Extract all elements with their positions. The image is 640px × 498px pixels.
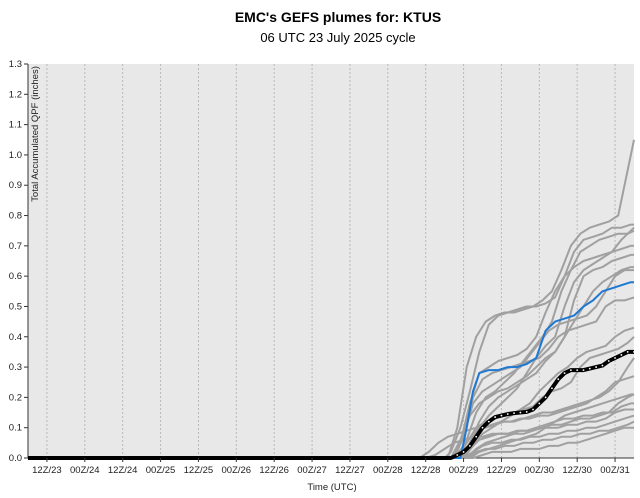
mean-point — [569, 369, 572, 372]
mean-point — [538, 402, 541, 405]
x-tick-label: 00Z/27 — [297, 465, 327, 476]
mean-point — [626, 351, 629, 353]
member-line-3 — [28, 223, 634, 459]
mean-point — [468, 444, 471, 447]
mean-point — [557, 378, 560, 381]
mean-point — [500, 414, 503, 417]
mean-point — [544, 396, 547, 399]
member-line-19 — [28, 426, 634, 459]
mean-point — [532, 408, 534, 411]
x-tick-label: 12Z/27 — [335, 465, 365, 476]
mean-point — [588, 367, 591, 370]
x-tick-label: 12Z/28 — [411, 465, 441, 476]
y-tick-label: 0.3 — [9, 362, 22, 373]
y-tick-label: 1.0 — [9, 150, 22, 161]
x-tick-label: 12Z/25 — [184, 465, 214, 476]
mean-point — [576, 369, 579, 372]
member-line-4 — [28, 139, 635, 459]
y-tick-label: 0.4 — [9, 332, 22, 343]
x-tick-label: 12Z/29 — [487, 465, 517, 476]
mean-point — [582, 369, 585, 372]
y-tick-label: 0.5 — [9, 301, 22, 312]
member-line-8 — [28, 336, 635, 459]
y-tick-label: 0.1 — [9, 423, 22, 434]
mean-point — [513, 412, 515, 415]
member-line-17 — [28, 269, 634, 459]
x-tick-label: 00Z/24 — [70, 465, 100, 476]
chart-subtitle: 06 UTC 23 July 2025 cycle — [260, 30, 415, 45]
y-tick-label: 0.6 — [9, 271, 22, 282]
mean-point — [525, 411, 528, 413]
mean-point — [487, 420, 490, 423]
mean-point — [633, 351, 635, 353]
y-tick-label: 0.2 — [9, 392, 22, 403]
y-tick-label: 1.3 — [9, 59, 22, 70]
member-line-13 — [28, 266, 634, 459]
mean-point — [563, 372, 566, 375]
y-tick-label: 1.1 — [9, 120, 22, 131]
control-line — [28, 281, 634, 459]
member-line-6 — [28, 296, 635, 459]
member-line-11 — [28, 414, 635, 459]
mean-point — [551, 387, 553, 390]
x-tick-label: 12Z/26 — [259, 465, 289, 476]
mean-point — [601, 364, 604, 367]
mean-point — [456, 454, 459, 456]
mean-point — [595, 366, 598, 368]
x-tick-label: 12Z/24 — [108, 465, 138, 476]
plot-background — [28, 64, 634, 458]
x-tick-label: 00Z/30 — [525, 465, 555, 476]
x-tick-label: 12Z/23 — [32, 465, 62, 476]
mean-point — [475, 435, 478, 438]
y-axis-label: Total Accumulated QPF (inches) — [30, 66, 41, 202]
y-tick-label: 0.0 — [9, 453, 22, 464]
x-tick-label: 12Z/30 — [562, 465, 592, 476]
mean-point — [462, 451, 465, 453]
x-tick-label: 00Z/28 — [373, 465, 403, 476]
x-tick-label: 00Z/25 — [146, 465, 176, 476]
y-tick-label: 0.8 — [9, 211, 22, 222]
y-tick-label: 0.7 — [9, 241, 22, 252]
mean-point — [494, 416, 497, 418]
mean-point — [620, 354, 623, 356]
x-tick-label: 00Z/26 — [222, 465, 252, 476]
plot-area — [27, 64, 635, 460]
x-tick-label: 00Z/31 — [600, 465, 630, 476]
y-tick-label: 1.2 — [9, 89, 22, 100]
mean-point — [481, 426, 484, 429]
member-line-14 — [28, 326, 635, 459]
member-line-18 — [28, 393, 634, 459]
mean-point — [519, 411, 522, 414]
member-line-20 — [28, 244, 634, 459]
mean-point — [614, 357, 616, 359]
x-axis-label: Time (UTC) — [307, 482, 356, 493]
y-tick-label: 0.9 — [9, 180, 22, 191]
mean-point — [607, 360, 610, 362]
axis-ticks: 0.0 0.1 0.2 0.3 0.4 0.5 0.6 0.7 0.8 0.9 1.0 1.1 1.2 1… — [9, 59, 630, 476]
mean-point — [506, 413, 509, 415]
x-tick-label: 00Z/29 — [449, 465, 479, 476]
chart-title: EMC's GEFS plumes for: KTUS — [235, 9, 441, 25]
member-line-7 — [28, 253, 634, 459]
